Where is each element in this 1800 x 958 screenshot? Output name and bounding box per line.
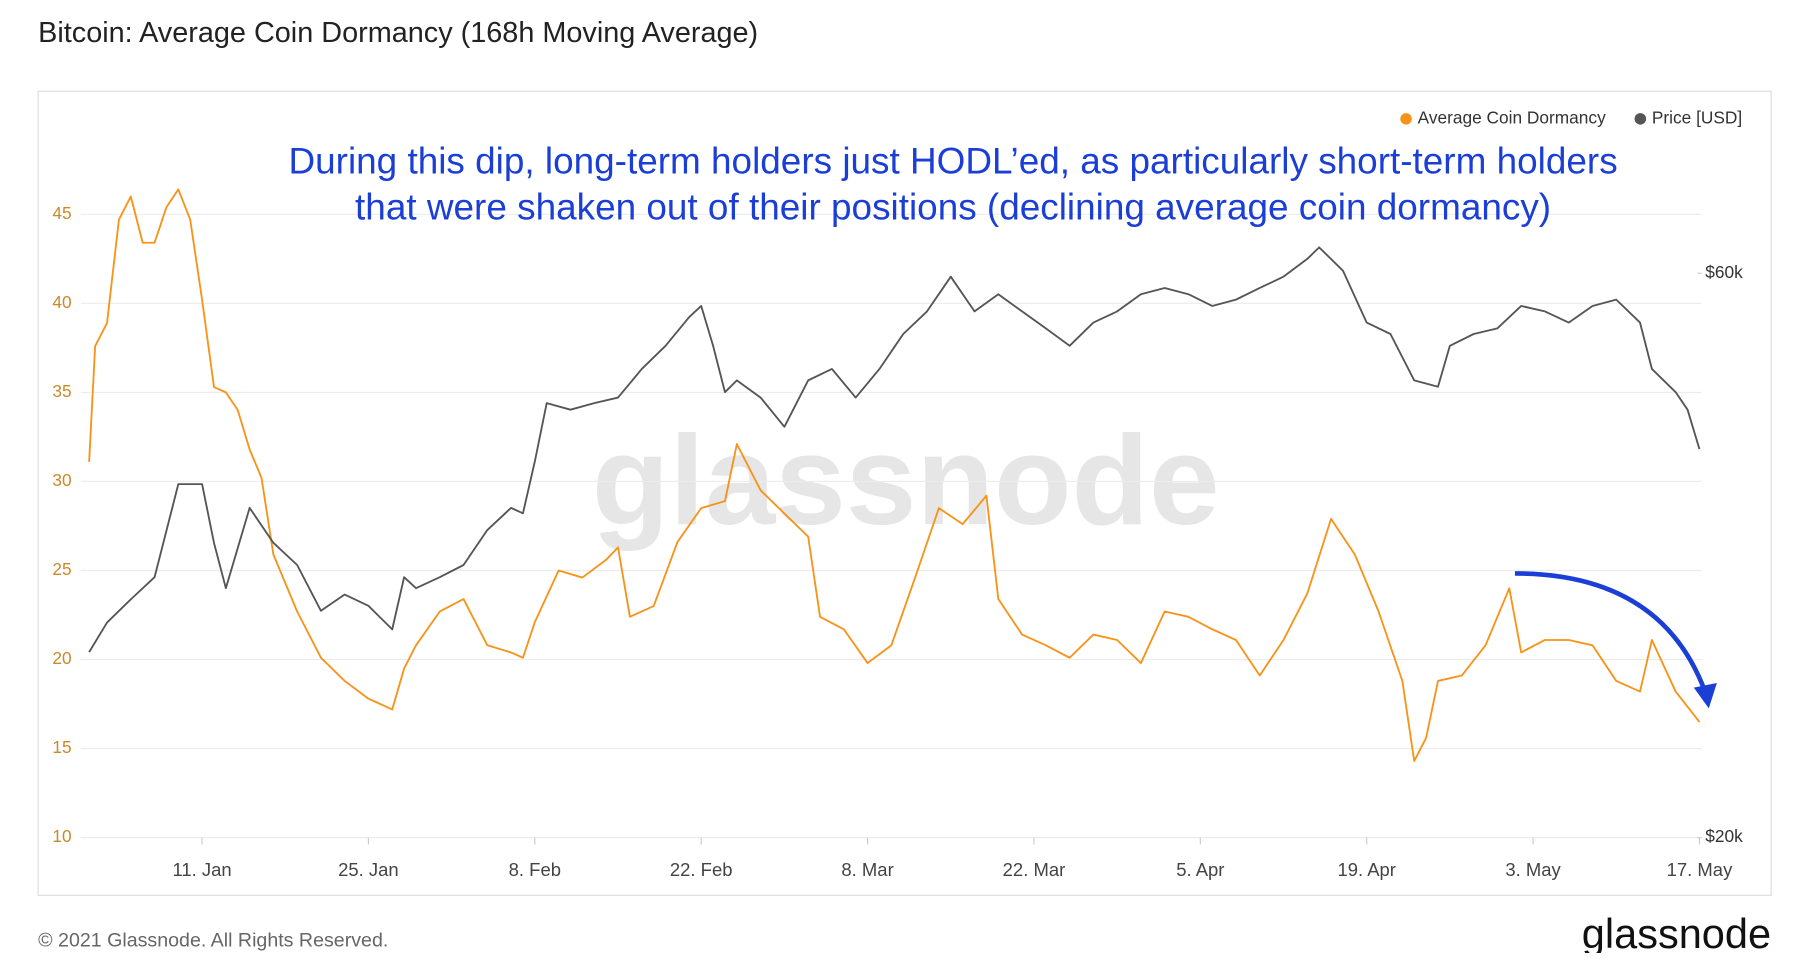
y-tick-label: 30: [52, 470, 71, 490]
legend-marker: [1634, 113, 1647, 125]
y-tick-label: 15: [52, 737, 71, 757]
series-line: [88, 246, 1701, 653]
logo: glassnode: [1582, 910, 1771, 953]
series-line: [88, 188, 1701, 762]
legend-label: Price [USD]: [1652, 107, 1742, 127]
y-tick-label: 45: [52, 203, 71, 223]
x-tick-label: 22. Mar: [1003, 859, 1066, 880]
y-tick-label: 25: [52, 559, 71, 579]
watermark: glassnode: [592, 409, 1220, 551]
x-tick-label: 19. Apr: [1337, 859, 1395, 880]
legend-label: Average Coin Dormancy: [1418, 107, 1606, 127]
annotation: During this dip, long-term holders just …: [288, 141, 1617, 182]
arrow-head: [1693, 683, 1717, 709]
x-tick-label: 8. Feb: [509, 859, 561, 880]
y-tick-label: 10: [52, 826, 71, 846]
legend-marker: [1400, 113, 1412, 125]
chart-frame: [37, 90, 1772, 896]
x-tick-label: 8. Mar: [841, 859, 893, 880]
x-tick-label: 11. Jan: [172, 859, 231, 880]
y-tick-label: 40: [52, 292, 71, 312]
annotation-arrow: [1514, 571, 1708, 694]
x-tick-label: 5. Apr: [1176, 859, 1224, 880]
footer: © 2021 Glassnode. All Rights Reserved.: [38, 930, 388, 952]
y2-tick-label: $60k: [1705, 262, 1743, 282]
y2-tick-label: $20k: [1705, 826, 1743, 846]
x-tick-label: 25. Jan: [338, 859, 399, 880]
annotation: that were shaken out of their positions …: [355, 187, 1551, 228]
x-tick-label: 17. May: [1667, 859, 1733, 880]
x-tick-label: 3. May: [1505, 859, 1561, 880]
x-tick-label: 22. Feb: [670, 859, 733, 880]
y-tick-label: 20: [52, 648, 71, 668]
y-tick-label: 35: [52, 381, 71, 401]
chart-title: Bitcoin: Average Coin Dormancy (168h Mov…: [38, 17, 758, 49]
